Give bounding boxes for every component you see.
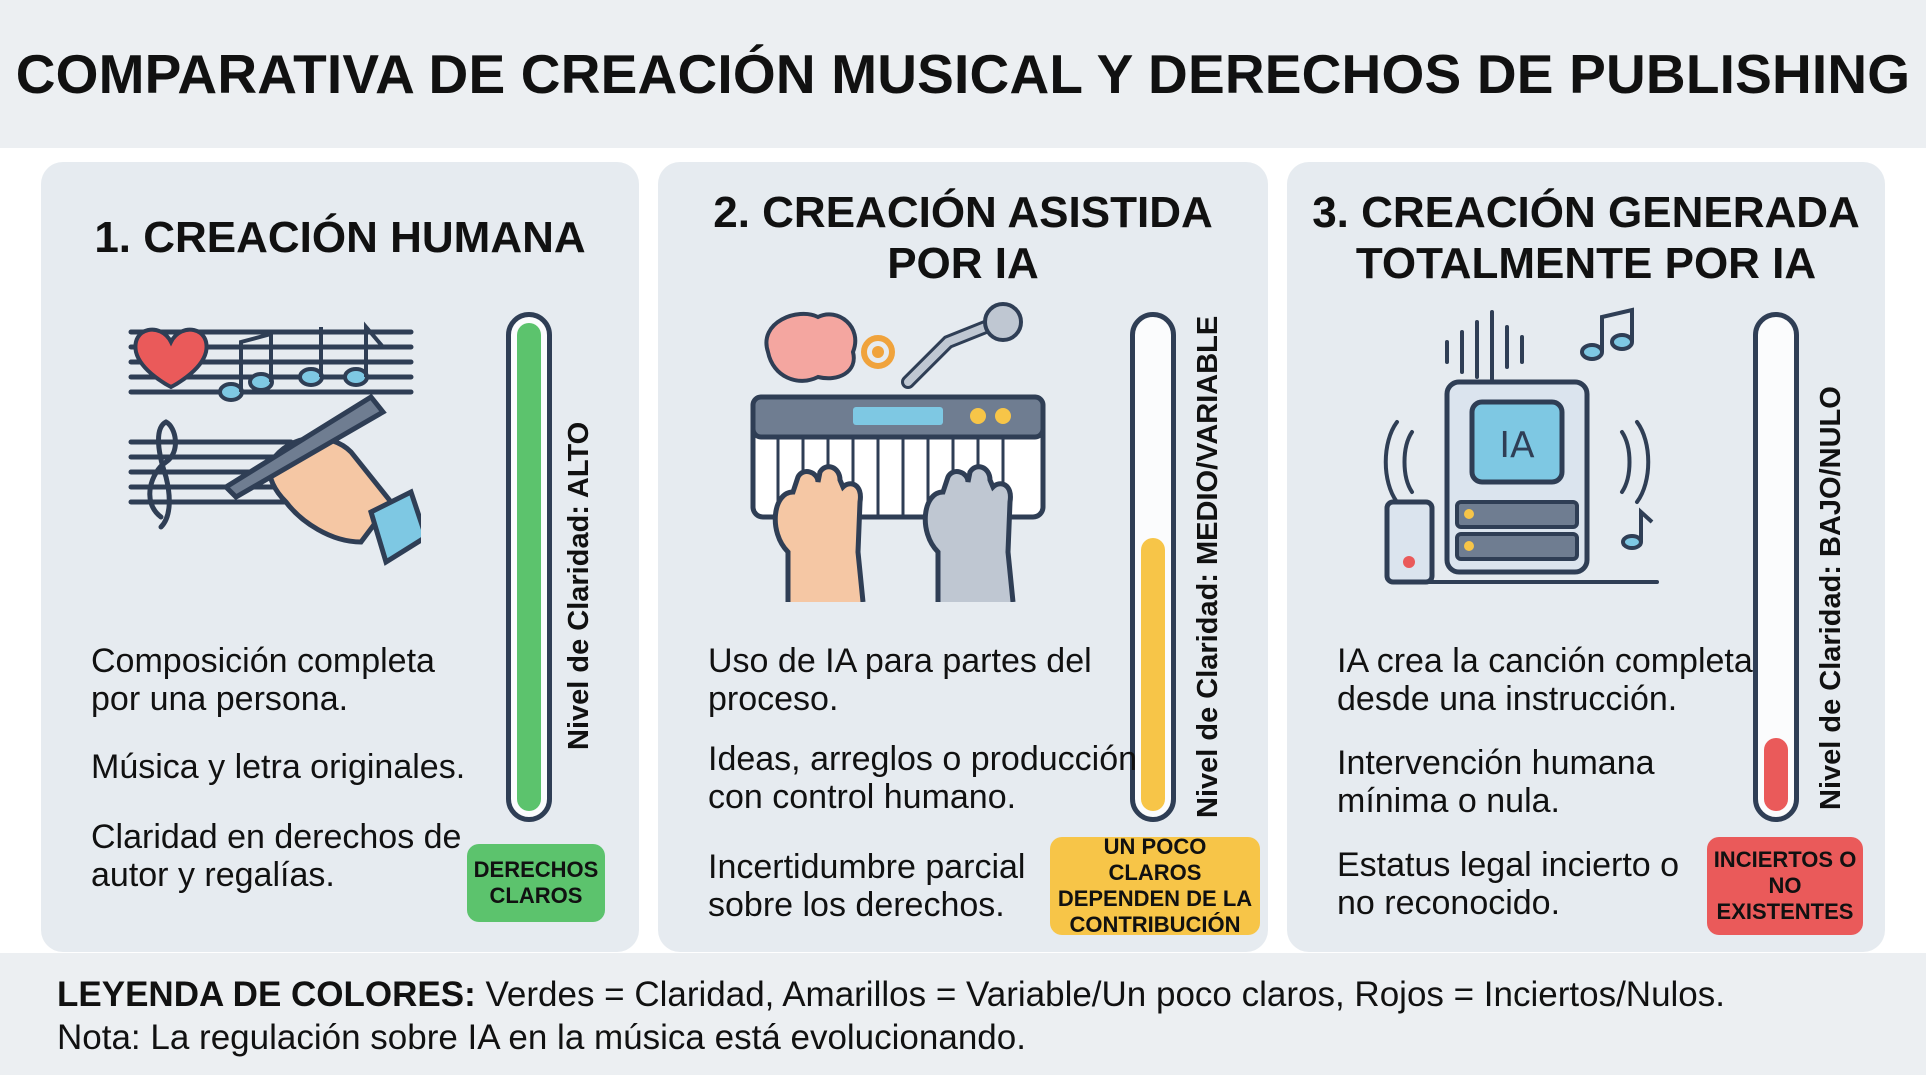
- footer-note: Nota: La regulación sobre IA en la músic…: [57, 1018, 1026, 1057]
- panel-human-creation: 1. CREACIÓN HUMANA: [41, 162, 639, 952]
- gauge-label: Nivel de Claridad: MEDIO/VARIABLE: [1192, 315, 1224, 818]
- human-and-robot-keyboard-icon: [748, 302, 1048, 602]
- bullet-text: proceso.: [708, 680, 839, 718]
- clarity-gauge: [1753, 312, 1799, 822]
- legend-text: Verdes = Claridad, Amarillos = Variable/…: [475, 975, 1726, 1014]
- bullet-text: Intervención humana: [1337, 744, 1655, 782]
- panel-fully-ai-generated-creation: 3. CREACIÓN GENERADA TOTALMENTE POR IA I…: [1287, 162, 1885, 952]
- bullet-text: Estatus legal incierto o: [1337, 846, 1680, 884]
- bullet-text: por una persona.: [91, 680, 349, 718]
- page-title: COMPARATIVA DE CREACIÓN MUSICAL Y DERECH…: [15, 43, 1911, 105]
- bullet-text: sobre los derechos.: [708, 886, 1005, 924]
- bullet-text: desde una instrucción.: [1337, 680, 1678, 718]
- status-badge: DERECHOS CLAROS: [467, 844, 605, 922]
- status-badge: INCIERTOS O NO EXISTENTES: [1707, 837, 1863, 935]
- gauge-fill: [517, 323, 541, 811]
- bullet-text: con control humano.: [708, 778, 1017, 816]
- bullet-text: Ideas, arreglos o producción: [708, 740, 1138, 778]
- bullet-text: mínima o nula.: [1337, 782, 1560, 820]
- header: COMPARATIVA DE CREACIÓN MUSICAL Y DERECH…: [0, 0, 1926, 148]
- legend-footer: LEYENDA DE COLORES: Verdes = Claridad, A…: [0, 953, 1926, 1075]
- hand-writing-music-icon: [121, 302, 421, 602]
- bullet-text: Composición completa: [91, 642, 435, 680]
- bullet-text: IA crea la canción completa: [1337, 642, 1753, 680]
- color-legend: LEYENDA DE COLORES: Verdes = Claridad, A…: [57, 975, 1725, 1015]
- panel-ai-assisted-creation: 2. CREACIÓN ASISTIDA POR IA: [658, 162, 1268, 952]
- bullet-text: Incertidumbre parcial: [708, 848, 1026, 886]
- gauge-label: Nivel de Claridad: BAJO/NULO: [1815, 386, 1847, 810]
- bullet-text: no reconocido.: [1337, 884, 1561, 922]
- bullet-text: Claridad en derechos de: [91, 818, 462, 856]
- bullet-text: Uso de IA para partes del: [708, 642, 1092, 680]
- panel-title: 3. CREACIÓN GENERADA TOTALMENTE POR IA: [1312, 188, 1860, 288]
- gauge-fill: [1141, 538, 1165, 811]
- gauge-label: Nivel de Claridad: ALTO: [563, 421, 595, 750]
- status-badge: UN POCO CLAROS DEPENDEN DE LA CONTRIBUCI…: [1050, 834, 1260, 937]
- ai-chip-computer-icon: IA: [1367, 302, 1667, 602]
- svg-text:IA: IA: [1499, 425, 1535, 466]
- gauge-fill: [1764, 738, 1788, 811]
- panel-title: 2. CREACIÓN ASISTIDA POR IA: [713, 188, 1213, 288]
- bullet-text: autor y regalías.: [91, 856, 335, 894]
- clarity-gauge: [506, 312, 552, 822]
- panel-title: 1. CREACIÓN HUMANA: [94, 213, 586, 262]
- bullet-text: Música y letra originales.: [91, 748, 466, 786]
- clarity-gauge: [1130, 312, 1176, 822]
- legend-label: LEYENDA DE COLORES:: [57, 975, 476, 1014]
